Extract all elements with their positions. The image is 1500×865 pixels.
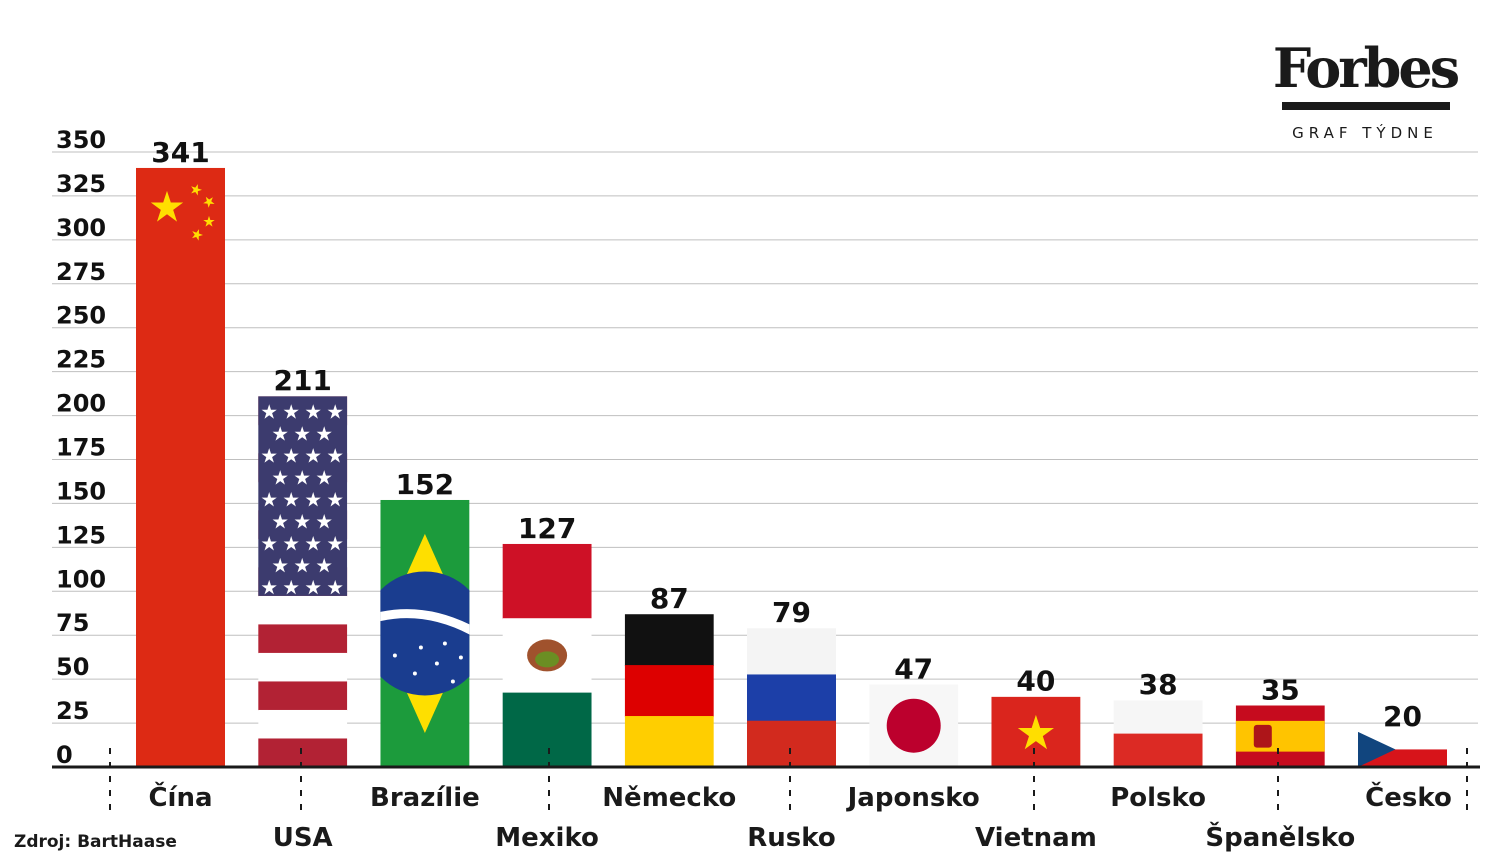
value-label: 152 xyxy=(396,468,454,501)
category-label: Vietnam xyxy=(975,823,1097,853)
category-label: Česko xyxy=(1365,781,1452,813)
bar-russia-flag xyxy=(747,628,836,767)
value-label: 79 xyxy=(772,596,811,629)
bar-czech-flag xyxy=(1358,731,1447,767)
y-tick-label: 25 xyxy=(56,697,89,725)
category-label: Německo xyxy=(602,783,736,813)
forbes-logo: Forbes GRAF TÝDNE xyxy=(1270,38,1460,142)
bars xyxy=(136,167,1447,768)
y-tick-label: 50 xyxy=(56,653,89,681)
value-label: 87 xyxy=(650,582,689,615)
y-tick-label: 175 xyxy=(56,434,106,462)
value-label: 47 xyxy=(894,652,933,685)
y-tick-label: 350 xyxy=(56,126,106,154)
value-label: 40 xyxy=(1016,665,1055,698)
y-tick-label: 100 xyxy=(56,565,106,593)
category-label: Mexiko xyxy=(495,823,599,853)
category-label: Čína xyxy=(148,781,212,813)
value-label: 341 xyxy=(151,136,209,169)
y-tick-label: 300 xyxy=(56,214,106,242)
value-label: 127 xyxy=(518,512,576,545)
y-axis-ticks: 0 25 50 75 100 125 150 175 200 225 250 275 300 325 350 xyxy=(56,126,106,769)
y-tick-label: 250 xyxy=(56,302,106,330)
logo-subtitle: GRAF TÝDNE xyxy=(1292,124,1438,142)
logo-wordmark: Forbes xyxy=(1272,36,1460,100)
y-tick-label: 200 xyxy=(56,390,106,418)
category-label: Polsko xyxy=(1110,783,1206,813)
bar-brazil-flag xyxy=(380,499,470,767)
y-tick-label: 75 xyxy=(56,609,89,637)
logo-rule xyxy=(1282,102,1450,110)
bar-vietnam-flag xyxy=(991,696,1081,767)
category-label: Brazílie xyxy=(370,783,480,813)
category-label: Rusko xyxy=(747,823,835,853)
y-tick-label: 150 xyxy=(56,477,106,505)
source-note: Zdroj: BartHaase xyxy=(14,832,177,852)
y-tick-label: 125 xyxy=(56,521,106,549)
category-label: USA xyxy=(273,823,333,853)
y-tick-label: 275 xyxy=(56,258,106,286)
bar-japan-flag xyxy=(869,684,959,767)
category-label: Japonsko xyxy=(846,783,980,813)
value-label: 211 xyxy=(273,364,331,397)
y-tick-label: 0 xyxy=(56,741,73,769)
bar-mexico-flag xyxy=(502,543,592,767)
bar-germany-flag xyxy=(624,614,714,767)
value-label: 35 xyxy=(1261,674,1300,707)
value-label: 38 xyxy=(1139,668,1178,701)
bar-spain-flag xyxy=(1235,705,1325,767)
bar-usa-flag xyxy=(258,396,348,767)
y-tick-label: 225 xyxy=(56,346,106,374)
bar-china-flag xyxy=(136,167,225,768)
value-label: 20 xyxy=(1383,700,1422,733)
category-label: Španělsko xyxy=(1205,821,1355,853)
y-tick-label: 325 xyxy=(56,170,106,198)
value-labels: 341 211 152 127 87 79 47 40 38 35 20 xyxy=(151,136,1422,733)
bar-poland-flag xyxy=(1113,700,1203,767)
